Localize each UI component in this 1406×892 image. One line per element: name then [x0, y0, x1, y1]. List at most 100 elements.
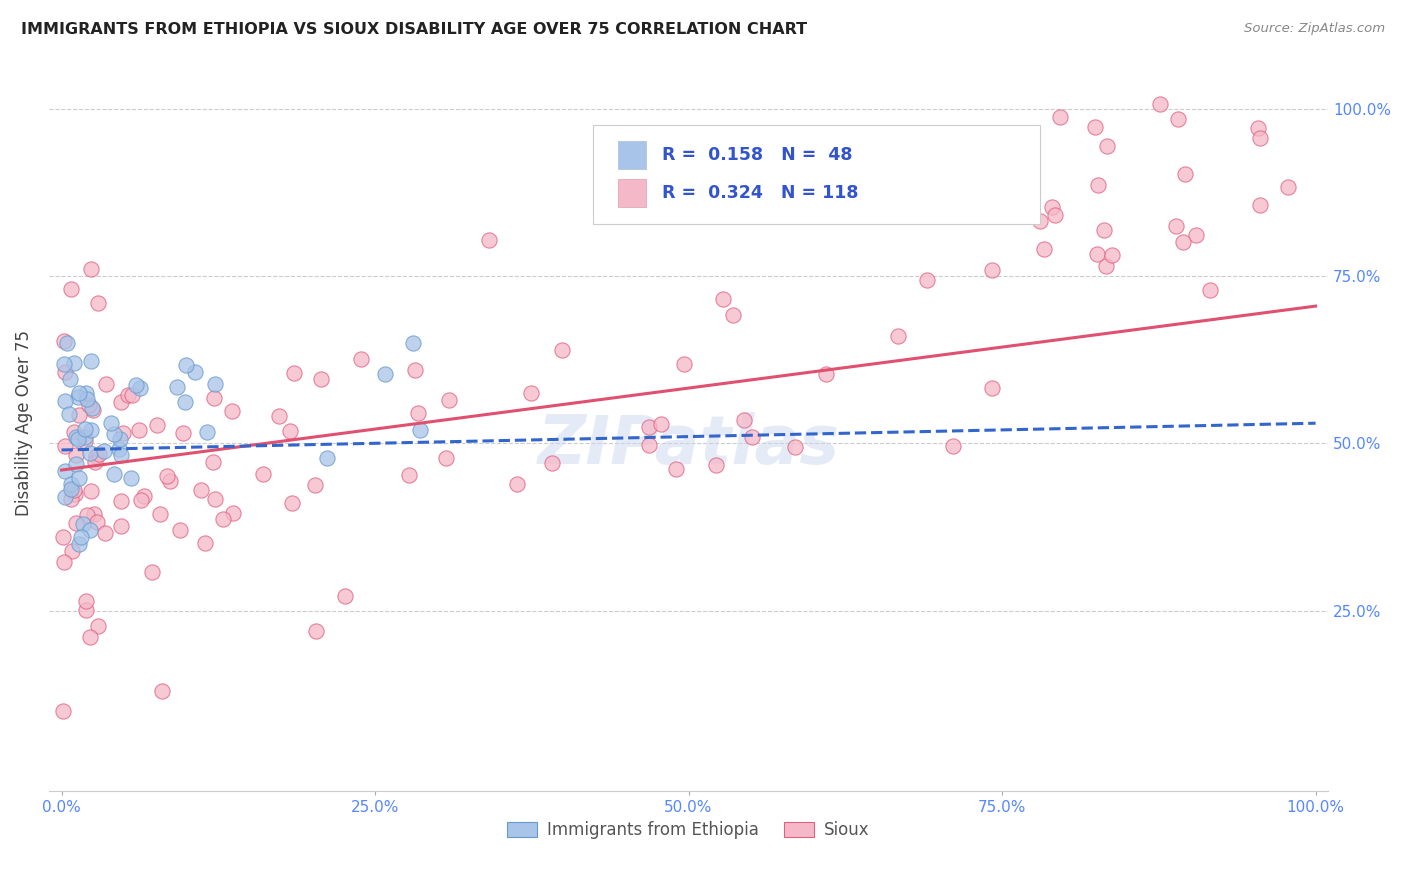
Point — [733, 413, 755, 427]
Point — [79, 630, 101, 644]
Point — [59, 476, 82, 491]
Point — [53, 334, 76, 348]
Point — [398, 468, 420, 483]
Point — [1184, 228, 1206, 243]
Point — [79, 446, 101, 460]
Point — [129, 381, 152, 395]
Y-axis label: Disability Age Over 75: Disability Age Over 75 — [15, 330, 32, 516]
Point — [86, 515, 108, 529]
Point — [53, 465, 76, 479]
Point — [1247, 120, 1270, 135]
Point — [1095, 139, 1118, 153]
Point — [316, 450, 339, 465]
Point — [103, 467, 125, 481]
Point — [120, 470, 142, 484]
Point — [172, 425, 194, 440]
Point — [184, 365, 207, 379]
Point — [1249, 198, 1271, 212]
Point — [80, 484, 103, 499]
Point — [58, 407, 80, 421]
Point — [103, 426, 125, 441]
Point — [75, 603, 97, 617]
Point — [53, 393, 76, 408]
Point — [156, 469, 179, 483]
Point — [110, 494, 132, 508]
Point — [110, 448, 132, 462]
Point — [1040, 200, 1063, 214]
Point — [83, 508, 105, 522]
Legend: Immigrants from Ethiopia, Sioux: Immigrants from Ethiopia, Sioux — [501, 814, 876, 846]
Point — [814, 367, 837, 381]
Point — [304, 478, 326, 492]
Point — [87, 295, 110, 310]
Text: R =  0.158   N =  48: R = 0.158 N = 48 — [662, 145, 852, 163]
Point — [87, 619, 110, 633]
Point — [79, 523, 101, 537]
Point — [67, 471, 90, 485]
Point — [129, 493, 152, 508]
Text: IMMIGRANTS FROM ETHIOPIA VS SIOUX DISABILITY AGE OVER 75 CORRELATION CHART: IMMIGRANTS FROM ETHIOPIA VS SIOUX DISABI… — [21, 22, 807, 37]
Point — [478, 233, 501, 247]
Point — [1029, 214, 1052, 228]
Point — [1033, 242, 1056, 256]
Point — [190, 483, 212, 498]
Point — [52, 357, 75, 371]
Point — [53, 490, 76, 504]
Point — [108, 432, 131, 446]
Point — [1049, 110, 1071, 124]
Point — [77, 398, 100, 412]
Point — [76, 508, 98, 522]
Point — [132, 489, 155, 503]
Point — [55, 335, 77, 350]
Point — [637, 438, 659, 452]
Point — [63, 355, 86, 369]
Point — [1171, 235, 1194, 250]
Point — [437, 392, 460, 407]
Point — [1095, 259, 1118, 273]
Point — [915, 273, 938, 287]
Point — [67, 408, 90, 422]
Point — [704, 458, 727, 473]
Point — [785, 440, 807, 454]
Point — [62, 425, 84, 439]
Point — [980, 380, 1002, 394]
Point — [665, 462, 688, 476]
Point — [67, 385, 90, 400]
Point — [73, 434, 96, 449]
Point — [741, 430, 763, 444]
Point — [60, 544, 83, 558]
Point — [63, 483, 86, 497]
Point — [401, 335, 423, 350]
Point — [176, 358, 198, 372]
Point — [76, 392, 98, 406]
Point — [80, 424, 103, 438]
Point — [93, 444, 115, 458]
Point — [1087, 178, 1109, 193]
Point — [1101, 248, 1123, 262]
Point — [551, 343, 574, 358]
Point — [195, 425, 218, 439]
Point — [110, 395, 132, 409]
Point — [406, 406, 429, 420]
Point — [80, 354, 103, 368]
Point — [69, 530, 91, 544]
Point — [169, 523, 191, 537]
Point — [194, 535, 217, 549]
Point — [117, 388, 139, 402]
Point — [166, 380, 188, 394]
Point — [65, 487, 87, 501]
Point — [1085, 247, 1108, 261]
Point — [540, 456, 562, 470]
Point — [60, 483, 83, 497]
Point — [112, 425, 135, 440]
Point — [942, 439, 965, 453]
Point — [650, 417, 672, 431]
Point — [52, 555, 75, 569]
Text: Source: ZipAtlas.com: Source: ZipAtlas.com — [1244, 22, 1385, 36]
Point — [66, 390, 89, 404]
Point — [52, 530, 75, 544]
Point — [1164, 219, 1187, 234]
Point — [65, 516, 87, 530]
Point — [404, 362, 426, 376]
Point — [1149, 96, 1171, 111]
